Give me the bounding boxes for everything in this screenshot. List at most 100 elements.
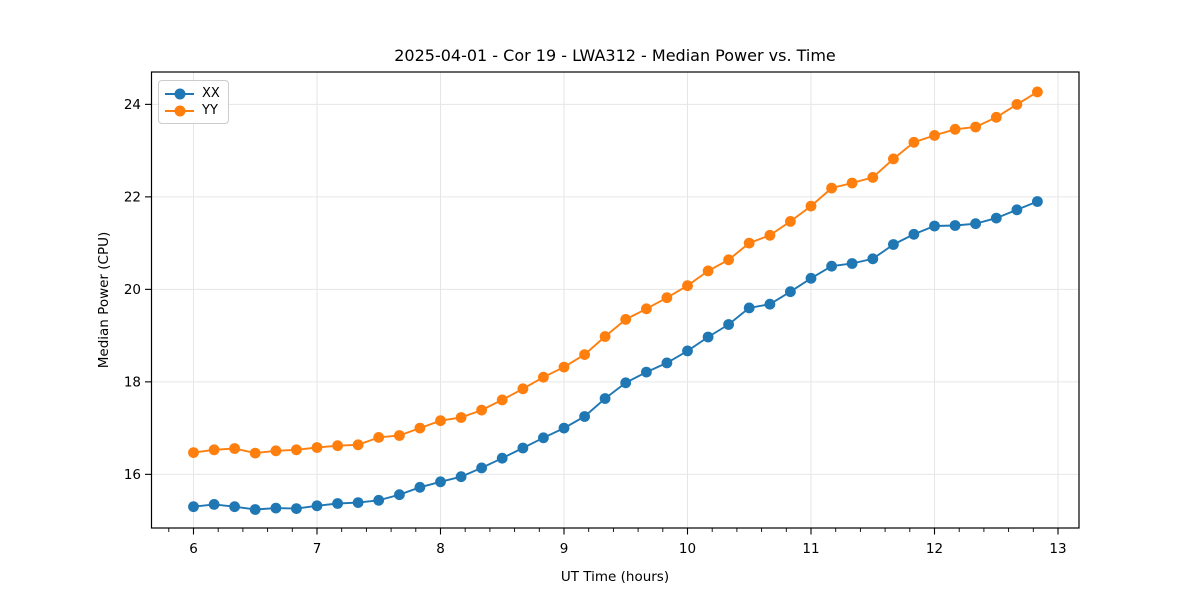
series-xx-point xyxy=(558,422,570,434)
data-series xyxy=(188,86,1043,515)
axes-frame xyxy=(150,71,1080,529)
series-yy-point xyxy=(929,130,940,141)
series-yy-point xyxy=(990,111,1002,123)
series-yy-point xyxy=(908,136,920,148)
series-xx-point xyxy=(785,286,796,298)
legend-item-yy[interactable]: YY xyxy=(165,102,222,119)
series-xx-point xyxy=(846,258,858,269)
series-yy-point xyxy=(455,412,467,423)
series-xx-point xyxy=(579,411,590,422)
series-yy-point xyxy=(785,216,796,227)
series-yy-point xyxy=(641,303,652,315)
legend-label-yy: YY xyxy=(202,103,218,118)
series-xx-point xyxy=(373,494,385,506)
series-xx-point xyxy=(764,298,776,310)
x-tick-label: 9 xyxy=(560,541,569,557)
series-yy-marker-icon xyxy=(174,105,185,116)
series-yy-point xyxy=(352,439,364,451)
series-yy-point xyxy=(517,383,529,395)
series-xx-point xyxy=(229,501,241,513)
series-xx-point xyxy=(949,220,961,231)
series-yy-point xyxy=(620,314,632,325)
series-yy-point xyxy=(270,445,282,457)
series-yy-point xyxy=(435,415,446,427)
series-xx-point xyxy=(414,481,426,493)
series-xx-point xyxy=(929,220,940,232)
series-yy-point xyxy=(702,265,714,277)
series-yy-line-swatch xyxy=(165,105,194,116)
series-xx-point xyxy=(908,228,920,240)
series-yy-point xyxy=(1011,99,1023,110)
legend[interactable]: XX YY xyxy=(158,80,229,124)
series-yy-point xyxy=(538,371,549,383)
gridlines xyxy=(151,72,1079,528)
series-yy-point xyxy=(249,447,261,459)
series-yy-point xyxy=(476,404,487,416)
series-yy-point xyxy=(332,440,343,452)
series-xx-point xyxy=(538,432,549,444)
series-yy-point xyxy=(888,153,899,165)
series-yy-point xyxy=(661,292,673,304)
chart-title: 2025-04-01 - Cor 19 - LWA312 - Median Po… xyxy=(394,46,836,65)
y-tick-label: 20 xyxy=(124,282,141,298)
series-xx-point xyxy=(311,500,323,512)
series-yy-point xyxy=(599,331,611,342)
series-yy-point xyxy=(867,172,879,183)
x-tick-label: 8 xyxy=(436,541,445,557)
series-yy-point xyxy=(394,430,405,441)
series-yy-point xyxy=(764,229,776,241)
series-xx-point xyxy=(1032,196,1043,207)
series-yy-point xyxy=(743,237,755,249)
series-xx-point xyxy=(743,302,755,314)
series-xx-point xyxy=(620,377,632,389)
series-xx-point xyxy=(517,442,529,454)
legend-item-xx[interactable]: XX xyxy=(165,85,222,102)
x-tick-label: 6 xyxy=(189,541,198,557)
series-xx-point xyxy=(332,498,343,509)
series-yy-point xyxy=(496,394,508,406)
series-xx-point xyxy=(888,239,899,250)
legend-label-xx: XX xyxy=(202,86,220,101)
series-yy-point xyxy=(846,177,858,189)
series-xx-point xyxy=(867,253,879,265)
x-tick-label: 7 xyxy=(313,541,322,557)
x-tick-label: 12 xyxy=(926,541,943,557)
series-xx-point xyxy=(208,499,220,510)
series-yy-point xyxy=(723,254,734,266)
y-axis-label: Median Power (CPU) xyxy=(96,232,112,368)
series-xx-point xyxy=(270,502,282,514)
tick-labels: 6 7 8 9 10 11 12 13 16 18 20 22 24 xyxy=(124,97,1067,557)
series-xx-point xyxy=(455,471,467,483)
series-xx-point xyxy=(723,319,734,330)
series-yy-point xyxy=(414,422,426,434)
x-tick-label: 10 xyxy=(679,541,696,557)
y-tick-label: 24 xyxy=(124,97,141,113)
series-xx-point xyxy=(826,260,837,272)
series-yy-point xyxy=(373,432,385,443)
series-xx-point xyxy=(352,497,364,508)
series-yy-point xyxy=(682,280,693,292)
series-xx-point xyxy=(970,218,981,230)
series-xx-point xyxy=(990,212,1002,224)
series-yy-point xyxy=(1032,86,1043,98)
series-xx-point xyxy=(291,503,302,514)
series-xx-point xyxy=(188,501,199,513)
series-xx-point xyxy=(476,462,487,474)
series-xx-point xyxy=(1011,204,1023,216)
axis-ticks xyxy=(145,103,1059,535)
series-xx-point xyxy=(496,452,508,464)
x-tick-label: 13 xyxy=(1049,541,1066,557)
series-yy-point xyxy=(826,182,837,194)
series-xx-point xyxy=(249,504,261,515)
series-xx-point xyxy=(641,366,652,378)
series-yy-point xyxy=(229,443,241,454)
series-yy-point xyxy=(558,361,570,373)
series-xx-line xyxy=(193,200,1038,511)
series-xx-point xyxy=(661,357,673,369)
series-yy-point xyxy=(188,447,199,458)
y-tick-label: 18 xyxy=(124,375,141,391)
series-xx-point xyxy=(394,489,405,501)
series-yy-point xyxy=(311,442,323,453)
